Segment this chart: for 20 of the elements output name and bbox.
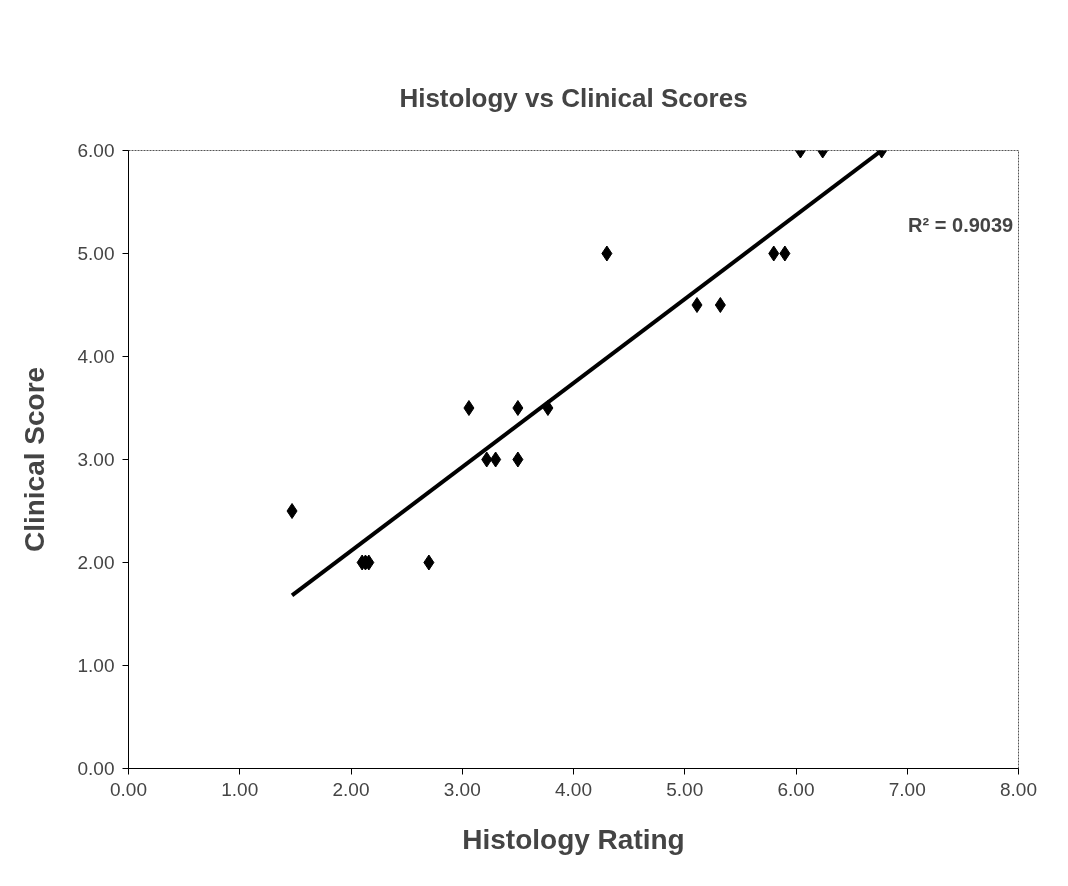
- annotation: R² = 0.9039: [908, 213, 1014, 236]
- y-tick-label: 5.00: [77, 243, 115, 264]
- y-tick-label: 3.00: [77, 449, 115, 470]
- y-tick-label: 6.00: [77, 140, 115, 161]
- x-tick-label: 2.00: [332, 778, 370, 800]
- y-tick-label: 0.00: [77, 758, 115, 779]
- y-tick-label: 1.00: [77, 655, 115, 676]
- x-tick-label: 8.00: [1000, 778, 1037, 800]
- x-tick-label: 0.00: [110, 778, 147, 800]
- x-tick-label: 6.00: [777, 778, 815, 800]
- x-tick-label: 1.00: [221, 778, 259, 800]
- chart-title: Histology vs Clinical Scores: [399, 83, 748, 113]
- x-tick-label: 3.00: [443, 778, 481, 800]
- x-axis-title: Histology Rating: [462, 823, 685, 855]
- x-tick-label: 4.00: [555, 778, 592, 800]
- y-axis-title: Clinical Score: [18, 366, 50, 553]
- y-tick-label: 4.00: [77, 346, 115, 367]
- x-tick-label: 5.00: [666, 778, 704, 800]
- y-tick-label: 2.00: [77, 552, 115, 573]
- x-tick-label: 7.00: [888, 778, 926, 800]
